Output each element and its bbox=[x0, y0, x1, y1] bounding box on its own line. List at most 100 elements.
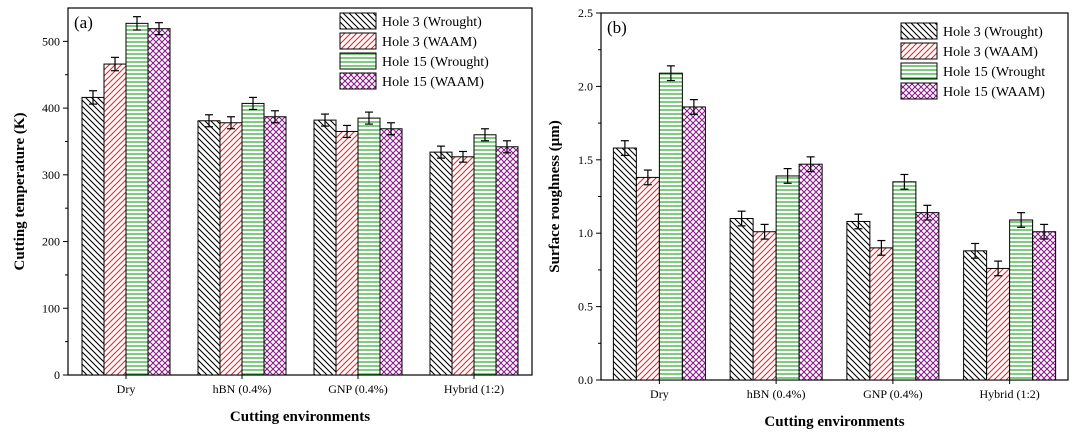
error-bar bbox=[1040, 223, 1049, 240]
error-bar bbox=[459, 150, 467, 163]
bar bbox=[495, 146, 519, 376]
bar bbox=[1032, 231, 1057, 381]
y-tick-label: 0 bbox=[54, 368, 60, 382]
error-bar bbox=[111, 56, 119, 72]
error-bar bbox=[877, 239, 886, 256]
y-tick-label: 500 bbox=[42, 34, 60, 48]
y-tick-label: 200 bbox=[42, 235, 60, 249]
chart-b-svg: 0.0 0.5 1.0 1.5 2.0 2.5 Dry hBN (0.4%) GNP (0.4%… bbox=[547, 6, 1069, 430]
x-tick-label: hBN (0.4%) bbox=[213, 382, 272, 396]
error-bar bbox=[994, 260, 1003, 277]
legend-swatch bbox=[900, 62, 938, 80]
error-bar bbox=[806, 156, 815, 173]
error-bar bbox=[481, 128, 489, 142]
error-bar bbox=[783, 168, 792, 184]
legend-label: Hole 15 (WAAM) bbox=[382, 75, 484, 90]
legend-item: Hole 3 (Wrought) bbox=[339, 12, 482, 30]
error-bar bbox=[666, 65, 675, 82]
bar bbox=[197, 120, 221, 376]
error-bar bbox=[155, 22, 163, 36]
bar bbox=[729, 218, 754, 381]
error-bar bbox=[249, 96, 257, 111]
error-bar bbox=[437, 145, 445, 159]
error-bar bbox=[503, 140, 511, 154]
error-bar bbox=[89, 90, 97, 105]
legend-item: Hole 15 (WAAM) bbox=[900, 82, 1045, 100]
bar bbox=[869, 247, 894, 381]
bar bbox=[335, 130, 359, 376]
bar bbox=[357, 117, 381, 376]
bar bbox=[658, 72, 683, 381]
bar bbox=[915, 212, 940, 381]
bar bbox=[963, 250, 988, 381]
bar bbox=[219, 122, 243, 376]
legend-item: Hole 3 (WAAM) bbox=[339, 32, 477, 50]
error-bar bbox=[205, 114, 213, 128]
plot-frame bbox=[67, 7, 533, 376]
chart-a: 0 100 200 300 400 500 Dry hBN (0.4%) GNP (0.4%) H… bbox=[0, 0, 540, 434]
bar bbox=[379, 128, 403, 376]
error-bar bbox=[854, 213, 863, 230]
bar bbox=[986, 267, 1011, 381]
legend-label: Hole 15 (Wrought) bbox=[382, 55, 489, 70]
error-bar bbox=[227, 116, 235, 130]
bar bbox=[451, 156, 475, 376]
bar bbox=[798, 163, 823, 381]
bar bbox=[681, 106, 706, 381]
x-tick-label: Dry bbox=[117, 382, 136, 396]
legend-swatch bbox=[339, 52, 377, 70]
legend-swatch bbox=[339, 32, 377, 50]
error-bar bbox=[133, 16, 141, 31]
error-bar bbox=[365, 111, 373, 125]
bar bbox=[1009, 219, 1034, 381]
bar bbox=[775, 175, 800, 381]
legend-swatch bbox=[339, 12, 377, 30]
x-axis-title: Cutting environments bbox=[230, 409, 370, 425]
bar bbox=[429, 151, 453, 376]
bar bbox=[103, 63, 127, 376]
bar bbox=[241, 102, 265, 376]
y-tick-label: 1.5 bbox=[578, 153, 593, 167]
error-bar bbox=[923, 204, 932, 221]
error-bar bbox=[760, 223, 769, 240]
legend-item: Hole 15 (Wrought) bbox=[339, 52, 489, 70]
y-axis-title: Surface roughness (μm) bbox=[547, 120, 563, 272]
legend-item: Hole 3 (Wrought) bbox=[900, 22, 1043, 40]
error-bar bbox=[1017, 212, 1026, 228]
legend-swatch bbox=[900, 82, 938, 100]
bar bbox=[81, 96, 105, 376]
panel-label: (b) bbox=[607, 18, 627, 37]
bar bbox=[263, 116, 287, 376]
legend-item: Hole 15 (Wrought bbox=[900, 62, 1045, 80]
error-bar bbox=[271, 110, 279, 124]
bar bbox=[313, 119, 337, 376]
error-bar bbox=[900, 173, 909, 190]
x-tick-label: GNP (0.4%) bbox=[863, 387, 923, 401]
legend-label: Hole 15 (WAAM) bbox=[943, 85, 1045, 100]
legend-label: Hole 3 (Wrought) bbox=[943, 25, 1043, 40]
legend-label: Hole 3 (Wrought) bbox=[382, 15, 482, 30]
error-bar bbox=[343, 124, 351, 139]
error-bar bbox=[620, 140, 629, 156]
x-tick-label: hBN (0.4%) bbox=[747, 387, 806, 401]
chart-b: 0.0 0.5 1.0 1.5 2.0 2.5 Dry hBN (0.4%) GNP (0.4%… bbox=[540, 0, 1076, 434]
y-tick-label: 1.0 bbox=[578, 226, 593, 240]
y-tick-label: 300 bbox=[42, 168, 60, 182]
bar bbox=[752, 231, 777, 381]
chart-a-svg: 0 100 200 300 400 500 Dry hBN (0.4%) GNP (0.4%) H… bbox=[12, 7, 533, 425]
y-tick-label: 2.0 bbox=[578, 79, 593, 93]
legend-item: Hole 15 (WAAM) bbox=[339, 72, 484, 90]
bar bbox=[846, 220, 871, 381]
error-bar bbox=[643, 169, 652, 186]
x-tick-label: Hybrid (1:2) bbox=[979, 387, 1039, 401]
y-tick-label: 0.5 bbox=[578, 300, 593, 314]
bar bbox=[892, 181, 917, 381]
bar bbox=[635, 176, 660, 381]
y-tick-label: 0.0 bbox=[578, 373, 593, 387]
bar bbox=[473, 134, 497, 376]
panel-label: (a) bbox=[74, 13, 93, 32]
legend-item: Hole 3 (WAAM) bbox=[900, 42, 1038, 60]
legend-label: Hole 3 (WAAM) bbox=[382, 35, 477, 50]
error-bar bbox=[689, 99, 698, 115]
y-tick-label: 100 bbox=[42, 301, 60, 315]
